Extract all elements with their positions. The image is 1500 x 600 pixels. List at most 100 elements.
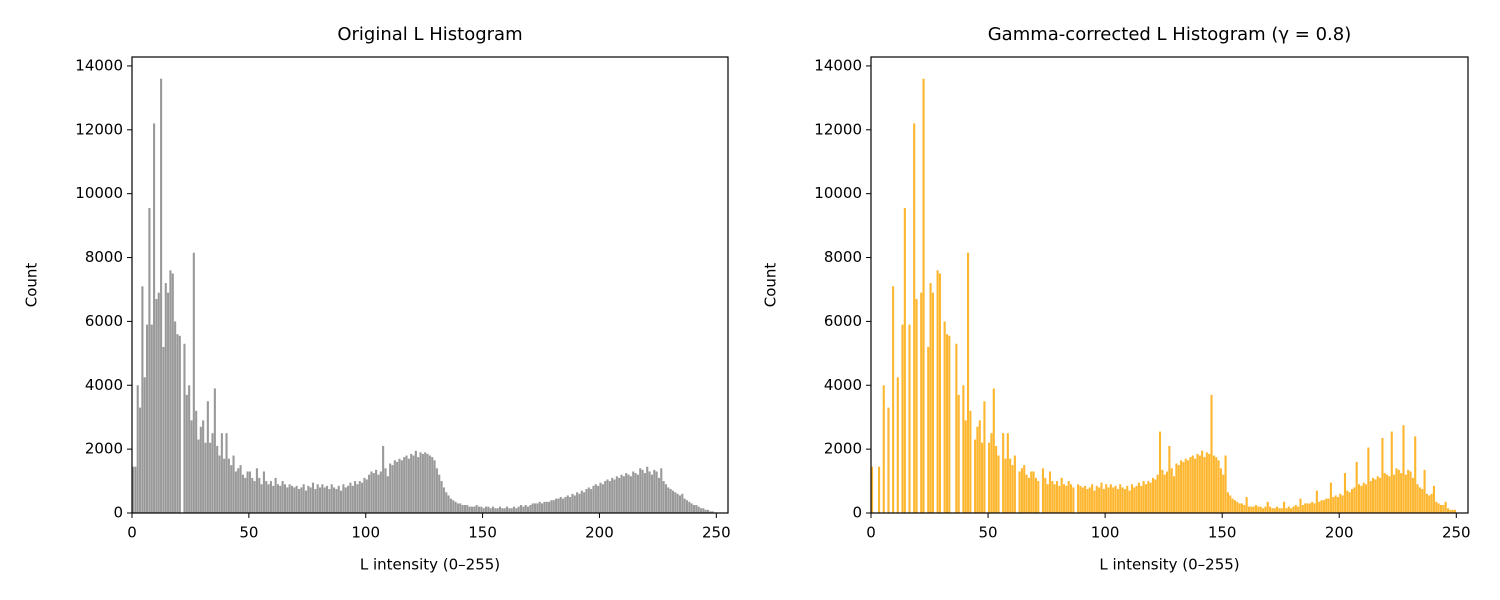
bar [1158, 431, 1162, 513]
bar [1233, 500, 1236, 513]
bar [220, 433, 223, 513]
bar [1051, 481, 1054, 513]
y-tick-label: 0 [852, 504, 862, 522]
bar [1390, 431, 1393, 513]
bar [1318, 501, 1321, 513]
bar [1222, 474, 1225, 513]
bar [347, 485, 350, 513]
bar [583, 492, 586, 513]
bar [559, 497, 562, 513]
bar [704, 509, 707, 513]
bar [344, 487, 347, 513]
bar [887, 407, 890, 513]
x-tick-label: 250 [1442, 524, 1471, 542]
bar [702, 508, 705, 513]
bar [1002, 433, 1005, 513]
bar [1304, 503, 1307, 513]
x-tick-label: 200 [585, 524, 614, 542]
bar [688, 501, 691, 513]
bar [1299, 498, 1302, 513]
bar [515, 508, 518, 513]
bar [1175, 463, 1178, 513]
bar [134, 466, 137, 513]
bar [384, 468, 387, 513]
bar [664, 484, 667, 513]
bar [1350, 489, 1354, 513]
bar [171, 273, 174, 513]
bar [1254, 505, 1258, 513]
bar [1308, 503, 1311, 513]
bar [382, 445, 385, 513]
bar [1030, 471, 1033, 513]
bar [650, 474, 653, 513]
bar [405, 455, 408, 513]
bar [1407, 469, 1410, 513]
bar [491, 506, 495, 513]
bar [442, 487, 445, 513]
bar [1418, 487, 1421, 513]
bar [1194, 458, 1197, 513]
bar [878, 466, 881, 513]
bar [295, 485, 298, 513]
bar [1325, 498, 1328, 513]
bar [1165, 471, 1169, 513]
bar [1372, 477, 1375, 513]
bar [283, 484, 287, 513]
x-tick-label: 150 [468, 524, 497, 542]
bar [204, 442, 207, 513]
bar [1297, 506, 1300, 513]
bars [132, 78, 714, 513]
bar [945, 334, 949, 513]
bar [931, 292, 934, 513]
bar [424, 452, 427, 513]
bar [1180, 460, 1183, 513]
bar [606, 479, 609, 513]
bar [936, 270, 939, 513]
bar [1339, 493, 1342, 513]
bar [557, 498, 560, 513]
bar [1144, 484, 1148, 513]
bar [1212, 455, 1215, 513]
bar [1135, 485, 1138, 513]
bar [276, 484, 280, 513]
bar [260, 484, 263, 513]
bar [349, 482, 352, 513]
bar [526, 506, 530, 513]
bar [358, 481, 361, 513]
x-tick-label: 0 [866, 524, 876, 542]
bar [587, 487, 590, 513]
bar [1168, 445, 1171, 513]
bar [274, 477, 277, 513]
bar [435, 468, 438, 513]
bar [1081, 487, 1084, 513]
bar [1077, 484, 1080, 513]
bar [1151, 477, 1155, 513]
bar [239, 465, 242, 513]
bar [328, 489, 331, 513]
bar [141, 286, 144, 513]
y-tick-label: 8000 [824, 248, 862, 266]
x-tick-label: 100 [351, 524, 380, 542]
bar [1191, 455, 1194, 513]
bar [948, 335, 951, 513]
bar [146, 324, 149, 513]
bar [361, 482, 364, 513]
bar [1226, 492, 1229, 513]
bar [1084, 485, 1087, 513]
bar [262, 471, 265, 513]
bar [1100, 482, 1103, 513]
bar [1189, 457, 1192, 513]
bar [1322, 500, 1325, 513]
bar [592, 485, 595, 513]
y-tick-label: 12000 [814, 120, 862, 138]
bar [1393, 474, 1396, 513]
bar [482, 508, 485, 513]
bar [643, 473, 646, 513]
bar [300, 487, 303, 513]
bar [400, 460, 403, 513]
bar [340, 490, 343, 513]
bar [1201, 450, 1204, 513]
bar [316, 484, 319, 513]
bar [230, 465, 233, 513]
bar [1098, 487, 1101, 513]
